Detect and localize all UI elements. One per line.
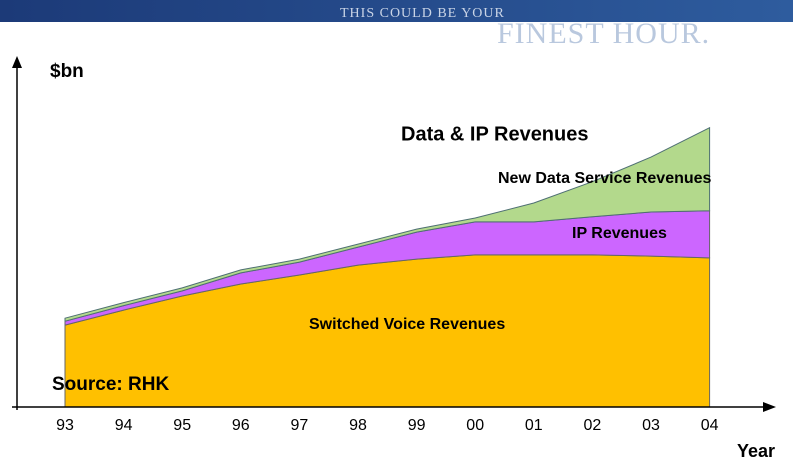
plot — [64, 126, 711, 408]
x-tick-label: 00 — [466, 417, 484, 434]
x-tick-label: 94 — [115, 417, 133, 434]
x-tick-label: 02 — [584, 417, 602, 434]
series-label: Switched Voice Revenues — [309, 316, 505, 333]
x-label: Year — [737, 441, 775, 461]
x-tick-label: 93 — [56, 417, 74, 434]
x-tick-label: 04 — [701, 417, 719, 434]
annotation: Source: RHK — [52, 374, 169, 395]
x-tick-label: 97 — [291, 417, 309, 434]
banner — [0, 0, 793, 22]
area — [64, 126, 711, 322]
x-tick-label: 96 — [232, 417, 250, 434]
y-label: $bn — [50, 61, 84, 82]
y-arrow — [12, 56, 22, 68]
annotation: Data & IP Revenues — [401, 123, 589, 145]
x-arrow — [763, 402, 776, 412]
series-label: New Data Service Revenues — [498, 170, 712, 187]
x-tick-label: 99 — [408, 417, 426, 434]
x-tick-label: 03 — [642, 417, 660, 434]
series-label: IP Revenues — [572, 225, 667, 242]
banner-line1: THIS COULD BE YOUR — [340, 6, 505, 21]
x-tick-label: 98 — [349, 417, 367, 434]
x-tick-label: 95 — [173, 417, 191, 434]
banner-line2: FINEST HOUR. — [497, 17, 710, 50]
x-tick-label: 01 — [525, 417, 543, 434]
